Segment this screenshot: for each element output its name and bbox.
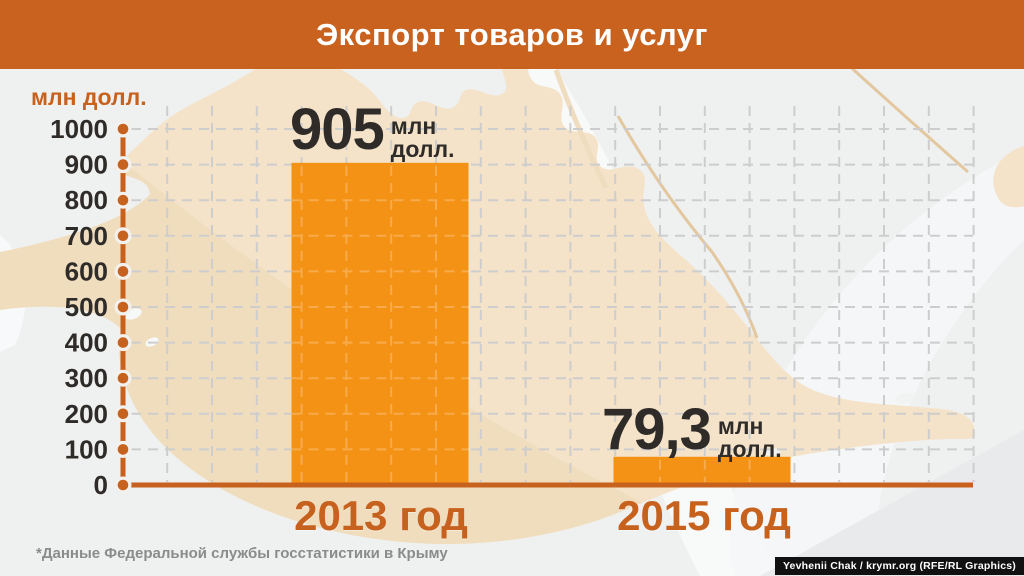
bar-2013 [291, 162, 469, 485]
axis-tick-dot [117, 479, 129, 491]
value-unit-2015: млн долл. [718, 403, 782, 462]
source-footnote: *Данные Федеральной службы госстатистики… [36, 545, 448, 562]
y-tick-label: 500 [65, 292, 108, 322]
decorative-corner-shape [760, 430, 1024, 576]
value-number-2013: 905 [290, 97, 385, 162]
y-tick-label: 200 [65, 399, 108, 429]
y-tick-label: 700 [65, 221, 108, 251]
map-land-fragment [993, 146, 1024, 208]
axis-tick-dot [117, 123, 129, 135]
y-tick-label: 400 [65, 328, 108, 358]
x-label-2013: 2013 год [294, 492, 468, 539]
value-label-2015: 79,3 млн долл. [602, 397, 782, 462]
lake [895, 392, 915, 404]
y-tick-label: 0 [94, 470, 108, 500]
bar-2015 [613, 456, 791, 485]
axis-tick-dot [117, 372, 129, 384]
axis-tick-dot [117, 159, 129, 170]
y-tick-label: 800 [65, 185, 108, 215]
chart-title: Экспорт товаров и услуг [316, 17, 708, 52]
value-unit-line: млн [717, 413, 764, 439]
credit-badge: Yevhenii Chak / krymr.org (RFE/RL Graphi… [774, 557, 1024, 575]
value-unit-line: долл. [717, 436, 782, 463]
axis-tick-dot [117, 301, 129, 313]
decorative-swoosh [730, 150, 1024, 576]
axis-tick-dot [117, 194, 129, 206]
axis-tick-dot [117, 444, 129, 455]
x-label-2015: 2015 год [617, 492, 791, 539]
axis-tick-dot [117, 408, 129, 420]
value-label-2013: 905 млн долл. [290, 97, 455, 162]
axis-tick-dot [117, 337, 129, 348]
axis-tick-dot [117, 230, 129, 242]
y-tick-label: 300 [65, 363, 108, 393]
value-unit-line: долл. [390, 136, 455, 163]
road-line [843, 60, 969, 174]
y-tick-label: 100 [65, 434, 108, 464]
y-tick-label: 600 [65, 256, 108, 286]
value-number-2015: 79,3 [602, 397, 712, 462]
header-bar: Экспорт товаров и услуг [0, 0, 1024, 69]
y-tick-label: 1000 [50, 114, 108, 144]
y-axis-unit-label: млн долл. [31, 84, 147, 110]
axis-tick-dot [117, 266, 129, 277]
y-tick-label: 900 [65, 150, 108, 180]
value-unit-line: млн [390, 113, 437, 139]
value-unit-2013: млн долл. [391, 103, 455, 162]
